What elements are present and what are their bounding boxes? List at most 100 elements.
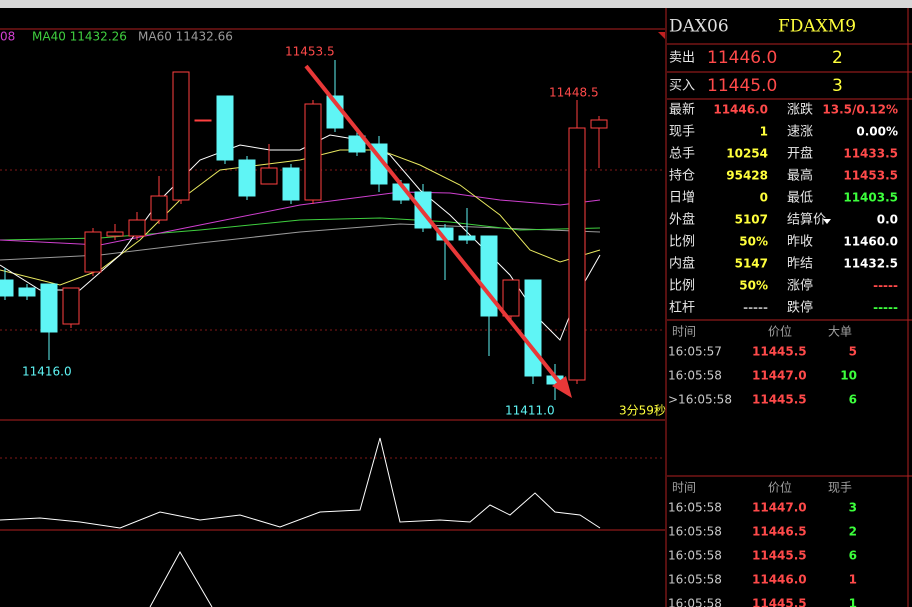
- candle-body: [480, 235, 498, 317]
- column-header: 价位: [768, 324, 792, 339]
- trade-size: 10: [840, 369, 857, 383]
- contract: FDAXM9: [778, 17, 856, 37]
- trade-time: 16:05:58: [668, 369, 722, 383]
- ma40-line: [0, 217, 601, 241]
- quote-size: 3: [832, 76, 843, 96]
- stat-value: -----: [873, 301, 898, 315]
- stat-label: 最低: [787, 191, 813, 206]
- stat-label: 结算价: [787, 213, 826, 228]
- stat-label: 杠杆: [669, 300, 695, 316]
- price-annotation: 11453.5: [285, 45, 335, 59]
- candle-body: [524, 279, 542, 377]
- trade-time: 16:05:58: [668, 525, 722, 539]
- stat-value: 11460.0: [843, 235, 898, 249]
- candle-body: [260, 167, 278, 185]
- stat-label: 最高: [787, 168, 813, 184]
- trade-size: 2: [849, 525, 857, 539]
- price-annotation: 11411.0: [505, 404, 555, 418]
- dropdown-icon[interactable]: [823, 219, 831, 224]
- stat-label: 外盘: [669, 212, 695, 228]
- column-header: 现手: [828, 481, 852, 495]
- quote-label: 买入: [669, 79, 695, 94]
- candle-body: [458, 235, 476, 241]
- stat-label: 昨结: [787, 257, 813, 272]
- stat-value: 10254: [726, 147, 768, 161]
- stat-label: 涨跌: [787, 102, 813, 118]
- trade-time: 16:05:57: [668, 345, 722, 359]
- candle-body: [216, 95, 234, 161]
- stat-label: 涨停: [787, 278, 813, 294]
- trade-price: 11445.5: [752, 549, 807, 563]
- candle-body: [128, 219, 146, 237]
- quote-label: 卖出: [669, 51, 695, 66]
- column-header: 时间: [672, 325, 696, 339]
- stat-value: 11433.5: [843, 147, 898, 161]
- candle-body: [568, 127, 586, 381]
- stat-label: 持仓: [669, 169, 695, 184]
- candle-body: [502, 279, 520, 317]
- column-header: 价位: [768, 480, 792, 495]
- stat-value: 11432.5: [843, 257, 898, 271]
- stat-value: 0.0: [877, 213, 898, 227]
- trade-size: 3: [849, 501, 857, 515]
- symbol: DAX06: [669, 17, 729, 37]
- candle-body: [282, 167, 300, 201]
- arrow-head: [552, 376, 572, 398]
- stat-label: 昨收: [787, 235, 813, 250]
- stat-label: 最新: [669, 102, 695, 118]
- stat-label: 现手: [669, 125, 695, 140]
- stat-label: 总手: [669, 147, 695, 162]
- trade-size: 1: [849, 573, 857, 587]
- stat-label: 跌停: [787, 300, 813, 316]
- price-annotation: 3分59秒: [619, 404, 666, 418]
- candle-body: [172, 71, 190, 201]
- stat-value: 50%: [739, 235, 768, 249]
- candle-body: [590, 119, 608, 129]
- stat-value: -----: [743, 301, 768, 315]
- stat-value: 11403.5: [843, 191, 898, 205]
- stat-label: 比例: [669, 235, 695, 250]
- stat-value: 13.5/0.12%: [822, 103, 898, 117]
- trade-time: 16:05:58: [668, 597, 722, 607]
- trade-size: 6: [849, 393, 857, 407]
- legend-ma40: MA40 11432.26: [32, 30, 127, 44]
- candle-body: [0, 279, 14, 297]
- candle-body: [238, 159, 256, 197]
- indicator-line: [0, 437, 601, 529]
- trade-price: 11446.0: [752, 573, 807, 587]
- trade-price: 11445.5: [752, 393, 807, 407]
- title-strip: [0, 0, 912, 8]
- candle-body: [194, 119, 212, 122]
- trade-price: 11446.5: [752, 525, 807, 539]
- stat-label: 速涨: [787, 125, 813, 140]
- trade-price: 11445.5: [752, 597, 807, 607]
- trade-size: 1: [849, 597, 857, 607]
- trade-size: 6: [849, 549, 857, 563]
- corner-marker: [658, 32, 665, 39]
- quote-size: 2: [832, 48, 843, 68]
- trade-time: >16:05:58: [668, 393, 732, 407]
- candle-body: [40, 283, 58, 333]
- stat-value: 11446.0: [713, 103, 768, 117]
- trade-price: 11447.0: [752, 369, 807, 383]
- stat-value: 11453.5: [843, 169, 898, 183]
- legend-ma60: MA60 11432.66: [138, 30, 233, 44]
- price-annotation: 11416.0: [22, 365, 72, 379]
- stat-value: 0.00%: [856, 125, 898, 139]
- stat-value: 50%: [739, 279, 768, 293]
- candle-body: [304, 103, 322, 201]
- quote-price: 11445.0: [707, 76, 777, 96]
- stat-value: 5147: [735, 257, 768, 271]
- trade-time: 16:05:58: [668, 501, 722, 515]
- candle-body: [150, 195, 168, 221]
- trade-price: 11447.0: [752, 501, 807, 515]
- trade-time: 16:05:58: [668, 573, 722, 587]
- price-annotation: 11448.5: [549, 86, 599, 100]
- stat-value: 1: [760, 125, 768, 139]
- indicator-line: [149, 550, 213, 607]
- candle-body: [106, 231, 124, 237]
- column-header: 大单: [828, 325, 852, 339]
- candles: [0, 60, 608, 400]
